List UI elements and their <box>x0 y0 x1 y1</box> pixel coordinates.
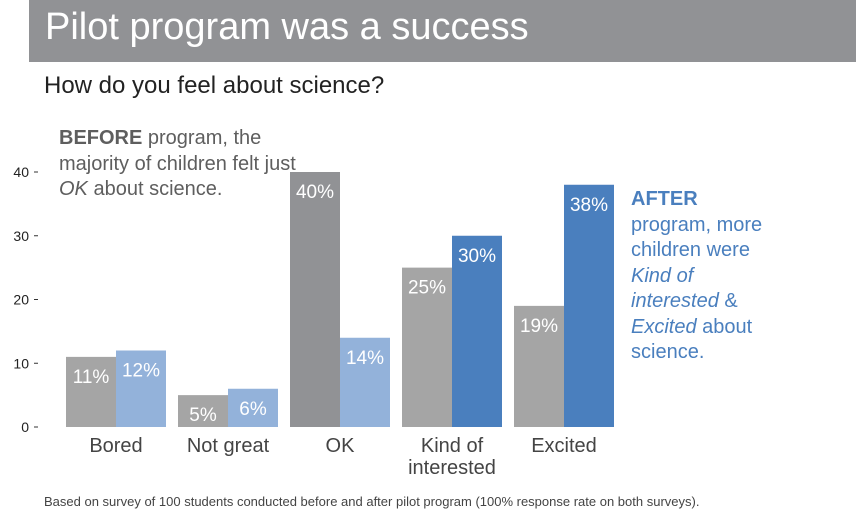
bar-value-label-series2-0: 12% <box>122 361 160 382</box>
bar-series1-0 <box>66 356 116 427</box>
x-category-label-line-3-0: Kind of <box>421 435 484 457</box>
bar-series2-4 <box>564 184 614 427</box>
bar-value-label-series2-1: 6% <box>239 399 267 420</box>
bar-value-label-series1-1: 5% <box>189 405 217 426</box>
bar-value-label-series1-0: 11% <box>73 367 110 388</box>
before-annotation-text-2: about science. <box>87 178 223 200</box>
bar-value-label-series2-4: 38% <box>570 195 608 216</box>
x-category-label-1: Not great <box>187 435 270 457</box>
before-annotation-text-1: program, the majority of children felt j… <box>59 127 296 175</box>
bar-value-label-series2-2: 14% <box>346 348 384 369</box>
bar-value-label-series1-2: 40% <box>296 182 334 203</box>
before-annotation-italic: OK <box>59 178 88 200</box>
footnote: Based on survey of 100 students conducte… <box>44 494 700 509</box>
before-annotation: BEFORE program, the majority of children… <box>59 126 299 203</box>
bar-series1-1 <box>178 395 228 427</box>
x-category-label-line-0-0: Bored <box>89 435 142 457</box>
bar-series2-3 <box>452 235 502 427</box>
chart-subtitle: How do you feel about science? <box>44 72 385 99</box>
bar-series2-1 <box>228 388 278 427</box>
y-tick-label-0: 0 <box>21 419 29 435</box>
after-annotation-text-2: & <box>718 290 738 312</box>
bar-series2-2 <box>340 337 390 427</box>
x-category-label-2: OK <box>326 435 356 457</box>
bar-series1-3 <box>402 267 452 427</box>
bar-series1-4 <box>514 305 564 427</box>
y-tick-label-3: 30 <box>13 228 29 244</box>
after-annotation-italic-2: Excited <box>631 315 697 338</box>
x-category-label-line-2-0: OK <box>326 435 356 457</box>
after-annotation-italic-1: Kind of interested <box>631 264 719 313</box>
after-annotation-bold: AFTER <box>631 188 698 210</box>
title-banner: Pilot program was a success <box>29 0 856 62</box>
bar-value-label-series1-4: 19% <box>520 316 558 337</box>
x-category-label-line-4-0: Excited <box>531 435 597 457</box>
bar-series1-2 <box>290 172 340 427</box>
after-annotation: AFTER program, more children were Kind o… <box>631 187 781 366</box>
after-annotation-text-3: about science. <box>631 315 753 364</box>
x-category-label-3: Kind of interested <box>408 435 496 479</box>
chart-title: Pilot program was a success <box>45 6 529 48</box>
before-annotation-bold: BEFORE <box>59 127 143 149</box>
bar-series2-0 <box>116 350 166 427</box>
x-category-label-line-3-1: interested <box>408 457 496 479</box>
bar-value-label-series2-3: 30% <box>458 246 496 267</box>
y-tick-label-2: 20 <box>13 292 29 308</box>
x-category-label-4: Excited <box>531 435 597 457</box>
bar-value-label-series1-3: 25% <box>408 278 446 299</box>
x-category-label-line-1-0: Not great <box>187 435 270 457</box>
y-tick-label-4: 40 <box>13 164 29 180</box>
x-category-label-0: Bored <box>89 435 142 457</box>
after-annotation-text-1: program, more children were <box>631 213 763 262</box>
y-tick-label-1: 10 <box>13 355 29 371</box>
